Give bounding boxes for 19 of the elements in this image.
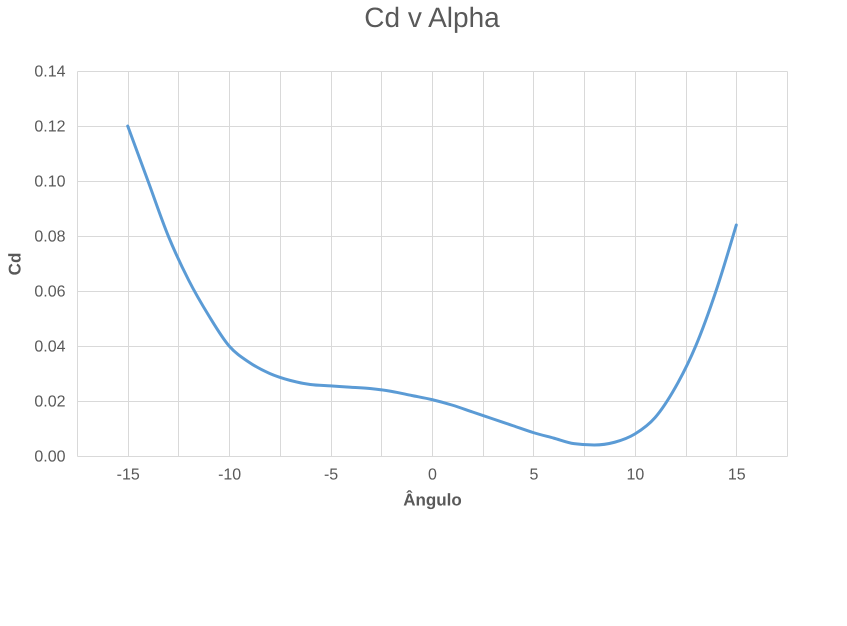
x-axis-title: Ângulo [403,490,462,510]
x-tick-label: -10 [218,466,242,484]
y-tick-label: 0.08 [34,228,66,246]
y-tick-label: 0.04 [34,338,66,356]
y-tick-label: 0.02 [34,394,66,410]
x-tick-label: -15 [116,466,140,484]
x-tick-label: 15 [728,466,746,484]
line-series [126,124,738,446]
y-tick-label: 0.06 [34,284,66,300]
y-tick-label: 0.12 [34,118,66,136]
x-tick-label: 5 [529,466,538,484]
x-tick-label: 0 [428,466,438,484]
y-tick-label: 0.10 [34,174,66,190]
y-axis-title: Cd [5,252,24,276]
y-tick-label: 0.14 [34,64,66,80]
x-tick-label: -5 [324,466,338,484]
chart-title: Cd v Alpha [364,2,500,33]
x-tick-label: 10 [626,466,644,484]
y-tick-label: 0.00 [34,448,66,466]
